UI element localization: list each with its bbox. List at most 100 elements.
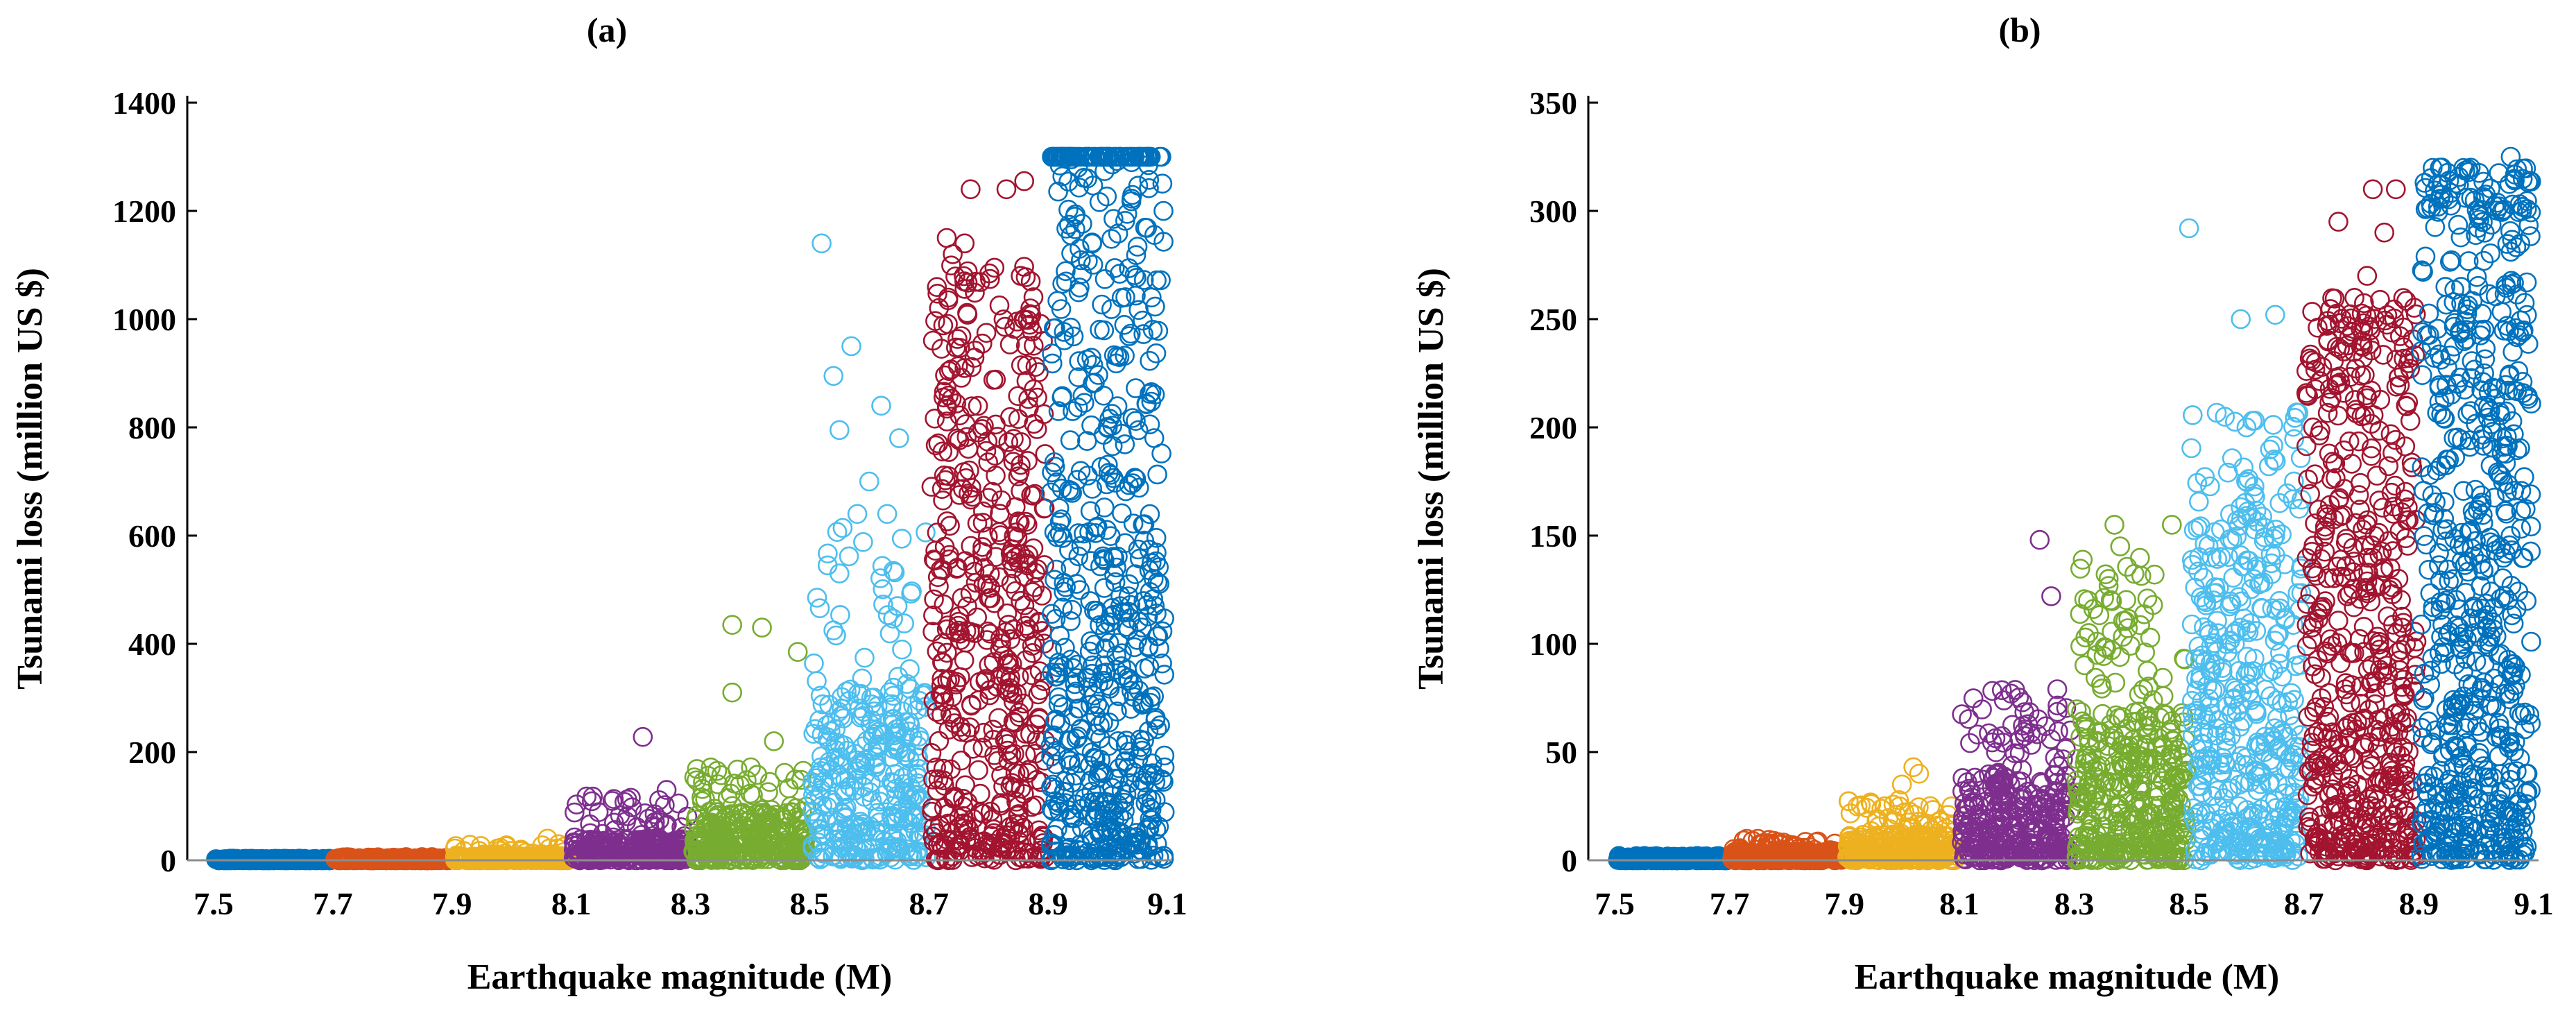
y-tick-label: 0: [1561, 843, 1577, 878]
data-point-outlier: [2163, 515, 2181, 534]
x-tick-label: 8.3: [671, 886, 711, 921]
data-point-outlier: [843, 337, 861, 355]
x-tick-label: 8.9: [2399, 886, 2439, 921]
data-point: [934, 491, 952, 509]
series-m-8-3-8-5: [2068, 515, 2195, 869]
y-tick-label: 800: [128, 410, 176, 445]
data-point-outlier: [2106, 515, 2124, 534]
panel-a-points: [207, 148, 1174, 869]
x-tick-label: 7.5: [1595, 886, 1635, 921]
series-m-7-9-8-1: [1838, 758, 1966, 869]
data-point: [2048, 681, 2066, 699]
data-point: [1069, 398, 1087, 416]
x-tick-label: 8.1: [551, 886, 592, 921]
series-m-7-7-7-9: [1723, 830, 1851, 869]
x-tick-label: 8.5: [2169, 886, 2209, 921]
data-point: [1062, 226, 1080, 244]
data-point: [971, 785, 989, 803]
series-m-8-5-8-7: [803, 234, 935, 869]
data-point: [1057, 262, 1075, 280]
data-point-outlier: [961, 180, 979, 198]
data-point: [1096, 270, 1114, 288]
data-point: [2183, 439, 2201, 457]
data-point: [1153, 622, 1171, 640]
x-tick-label: 8.5: [790, 886, 830, 921]
data-point-outlier: [825, 367, 843, 385]
data-point-outlier: [938, 229, 956, 247]
data-point-outlier: [813, 234, 831, 253]
data-point: [904, 697, 922, 715]
data-point: [926, 409, 944, 427]
x-tick-label: 9.1: [1147, 886, 1187, 921]
y-tick-label: 200: [128, 735, 176, 770]
data-point: [1113, 504, 1131, 522]
x-tick-label: 8.7: [909, 886, 950, 921]
data-point-outlier: [873, 397, 891, 415]
data-point-outlier: [890, 429, 908, 447]
data-point: [1149, 466, 1167, 484]
series-m-8-1-8-3: [1953, 531, 2081, 869]
x-tick-label: 8.1: [1939, 886, 1980, 921]
data-point-outlier: [2031, 531, 2049, 549]
panel-a-x-axis-title: Earthquake magnitude (M): [467, 957, 892, 997]
data-point: [2265, 416, 2283, 434]
data-point: [1141, 352, 1159, 370]
x-tick-label: 7.9: [432, 886, 472, 921]
series-m-7-9-8-1: [446, 830, 578, 869]
data-point-outlier: [789, 643, 807, 661]
panel-a-title: (a): [587, 10, 627, 49]
data-point: [854, 533, 872, 551]
data-point: [1116, 435, 1134, 453]
data-point: [808, 589, 826, 607]
data-point: [828, 523, 846, 541]
y-tick-label: 300: [1529, 194, 1577, 229]
series-m-8-9-9-1: [1042, 148, 1174, 869]
data-point-outlier: [723, 616, 741, 634]
x-tick-label: 7.7: [1710, 886, 1750, 921]
data-point: [2224, 569, 2242, 587]
y-tick-label: 50: [1545, 735, 1577, 770]
series-m-7-7-7-9: [327, 848, 458, 869]
data-point: [827, 626, 845, 645]
data-point: [977, 324, 995, 342]
data-point-outlier: [997, 180, 1015, 198]
data-point: [1061, 432, 1079, 450]
data-point: [1149, 627, 1167, 645]
data-point: [1147, 344, 1165, 362]
y-tick-label: 350: [1529, 85, 1577, 121]
data-point: [2134, 681, 2152, 699]
data-point: [955, 651, 973, 669]
series-m-8-3-8-5: [685, 616, 816, 869]
data-point-outlier: [944, 245, 962, 263]
data-point: [1051, 626, 1069, 645]
y-tick-label: 1000: [112, 302, 176, 337]
panel-b-points: [1609, 148, 2541, 869]
data-point: [1043, 355, 1061, 373]
data-point-outlier: [765, 732, 783, 750]
data-point: [1078, 432, 1096, 450]
x-tick-label: 8.9: [1028, 886, 1068, 921]
data-point-outlier: [878, 505, 896, 523]
data-point: [987, 467, 1005, 485]
data-point-outlier: [860, 472, 878, 491]
y-tick-label: 0: [160, 843, 176, 878]
x-tick-label: 7.7: [313, 886, 353, 921]
data-point-outlier: [634, 728, 652, 746]
data-point: [893, 640, 911, 658]
series-m-7-5-7-7: [1609, 847, 1736, 869]
y-tick-label: 600: [128, 518, 176, 554]
data-point: [935, 595, 953, 613]
x-tick-label: 8.3: [2054, 886, 2095, 921]
data-point-outlier: [986, 259, 1004, 277]
data-point: [834, 519, 852, 537]
panel-a-x-ticks: 7.5 7.7 7.9 8.1 8.3 8.5 8.7 8.9 9.1: [194, 886, 1187, 921]
data-point: [893, 529, 911, 547]
panel-a-y-axis-title: Tsunami loss (million US $): [10, 268, 50, 690]
y-tick-label: 150: [1529, 518, 1577, 554]
x-tick-label: 7.5: [194, 886, 234, 921]
x-tick-label: 8.7: [2284, 886, 2324, 921]
data-point-outlier: [2111, 538, 2129, 556]
